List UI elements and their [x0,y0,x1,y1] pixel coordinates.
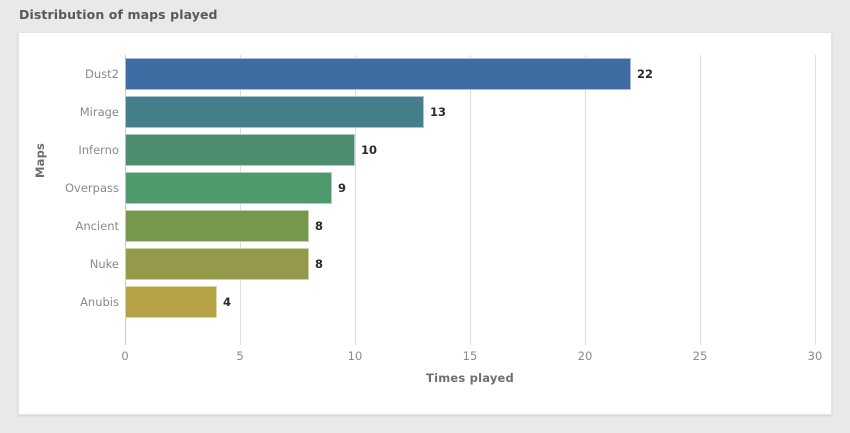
bar[interactable] [125,248,309,280]
bar-row[interactable]: Dust2 22 [19,55,833,93]
x-tick-label: 10 [347,349,363,363]
bar[interactable] [125,210,309,242]
bar-row[interactable]: Nuke 8 [19,245,833,283]
bar[interactable] [125,134,355,166]
y-tick-label: Nuke [89,257,119,271]
bar-value-label: 8 [315,257,324,271]
x-tick-label: 20 [577,349,593,363]
bar-value-label: 8 [315,219,324,233]
bar-value-label: 22 [637,67,654,81]
bar-value-label: 4 [223,295,232,309]
y-tick-label: Mirage [79,105,119,119]
bar-row[interactable]: Inferno 10 [19,131,833,169]
gridline-10 [355,55,356,345]
x-axis-title: Times played [426,371,514,385]
page-title: Distribution of maps played [19,7,218,22]
gridline-20 [585,55,586,345]
y-tick-label: Anubis [80,295,119,309]
bar-value-label: 13 [430,105,447,119]
x-tick-label: 5 [236,349,244,363]
bar-row[interactable]: Anubis 4 [19,283,833,321]
y-tick-label: Ancient [75,219,119,233]
bar-row[interactable]: Mirage 13 [19,93,833,131]
gridline-15 [470,55,471,345]
x-tick-label: 30 [807,349,823,363]
bar[interactable] [125,96,424,128]
gridline-25 [700,55,701,345]
plot-area: Maps Times played 0 5 10 15 20 25 30 Dust2 22 Mir… [19,33,833,416]
y-tick-label: Overpass [65,181,119,195]
bar-row[interactable]: Overpass 9 [19,169,833,207]
x-tick-label: 0 [121,349,129,363]
bar[interactable] [125,58,631,90]
gridline-30 [815,55,816,345]
bar-row[interactable]: Ancient 8 [19,207,833,245]
x-tick-label: 25 [692,349,708,363]
chart-card: Maps Times played 0 5 10 15 20 25 30 Dust2 22 Mir… [18,32,832,415]
bar-value-label: 10 [361,143,378,157]
bar-value-label: 9 [338,181,347,195]
bar[interactable] [125,286,217,318]
y-tick-label: Dust2 [85,67,119,81]
y-tick-label: Inferno [78,143,119,157]
bar[interactable] [125,172,332,204]
x-tick-label: 15 [462,349,478,363]
